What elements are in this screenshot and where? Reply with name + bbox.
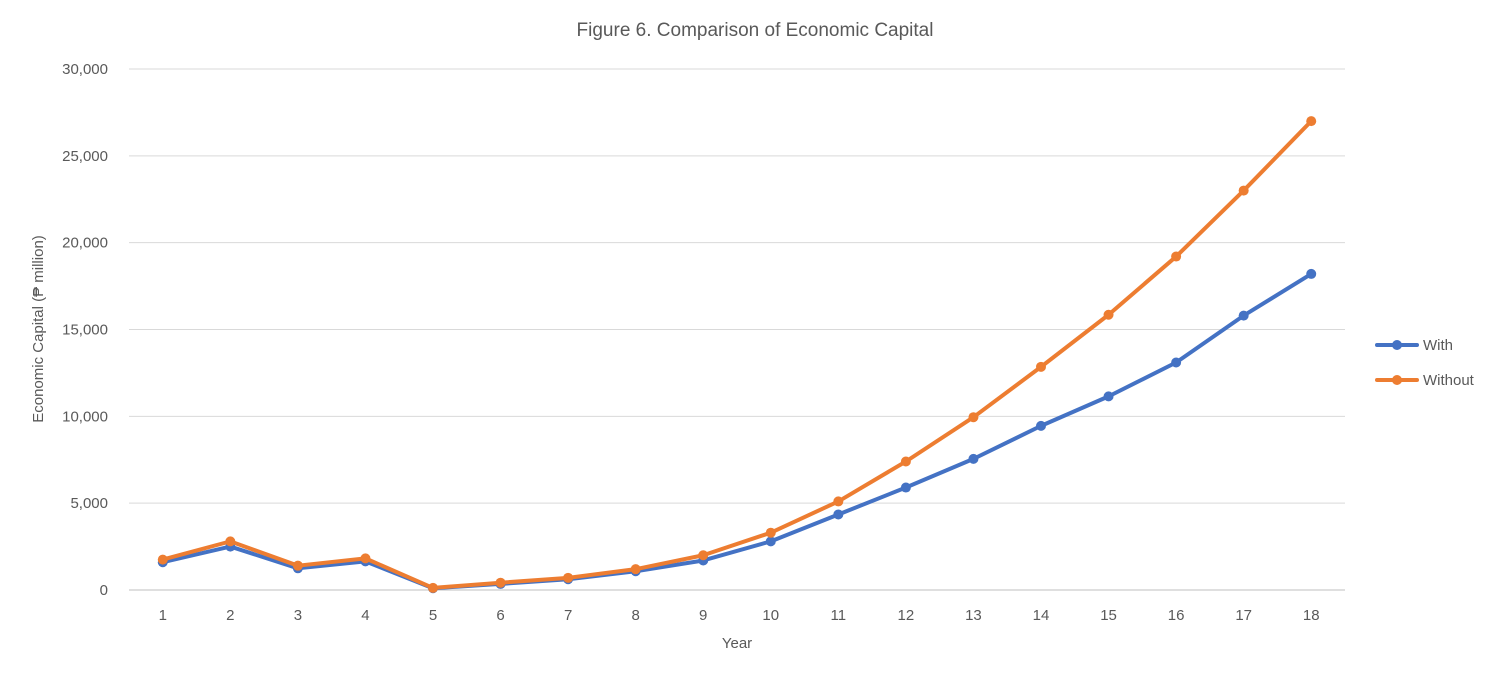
x-tick-label: 18 [1303, 607, 1320, 624]
x-tick-label: 2 [226, 607, 234, 624]
data-point-without [833, 496, 844, 507]
data-point-without [360, 553, 371, 564]
legend: With Without [1375, 337, 1475, 389]
x-tick-label: 6 [496, 607, 504, 624]
y-tick-label: 5,000 [70, 495, 108, 512]
x-tick-label: 17 [1235, 607, 1252, 624]
data-point-without [1103, 309, 1114, 320]
data-point-without [428, 582, 438, 593]
data-point-without [1306, 116, 1317, 127]
x-tick-label: 10 [762, 607, 779, 624]
x-tick-label: 15 [1100, 607, 1117, 624]
y-axis-title: Economic Capital (₱ million) [30, 235, 47, 423]
x-tick-label: 9 [699, 607, 707, 624]
data-point-with [1238, 310, 1249, 321]
legend-swatch-marker [1392, 375, 1402, 385]
data-point-with [1103, 391, 1114, 402]
x-tick-label: 4 [361, 607, 369, 624]
x-tick-label: 5 [429, 607, 437, 624]
gridlines [129, 68, 1345, 591]
y-axis-tick-labels: 0 5,000 10,000 15,000 20,000 25,000 30,000 [62, 61, 108, 599]
x-tick-label: 7 [564, 607, 572, 624]
data-point-with [1306, 268, 1317, 279]
data-point-without [1036, 361, 1046, 372]
data-point-without [698, 550, 709, 561]
y-tick-label: 0 [100, 582, 108, 599]
y-tick-label: 25,000 [62, 148, 108, 165]
data-point-with [968, 453, 979, 464]
data-point-without [1171, 251, 1182, 262]
data-point-with [833, 509, 844, 520]
data-point-without [630, 564, 641, 575]
data-point-with [1036, 420, 1046, 431]
series-without [157, 116, 1317, 593]
data-point-without [157, 554, 168, 565]
data-point-without [225, 536, 236, 547]
x-tick-label: 3 [294, 607, 302, 624]
data-point-without [495, 577, 506, 588]
x-axis-tick-labels: 1 2 3 4 5 6 7 8 9 10 11 12 13 14 15 16 17 18 [159, 607, 1320, 624]
data-point-without [765, 527, 776, 538]
data-point-without [1238, 185, 1249, 196]
series-line-without [160, 119, 1314, 590]
legend-item-without: Without [1375, 372, 1475, 389]
legend-item-with: With [1375, 337, 1453, 354]
x-axis-title: Year [722, 635, 752, 652]
y-tick-label: 20,000 [62, 235, 108, 252]
data-point-without [968, 412, 979, 423]
y-tick-label: 15,000 [62, 322, 108, 339]
x-tick-label: 1 [159, 607, 167, 624]
data-point-without [563, 572, 574, 583]
series-line-with [160, 271, 1314, 591]
x-tick-label: 11 [831, 607, 847, 624]
legend-label: Without [1423, 372, 1475, 389]
y-tick-label: 30,000 [62, 61, 108, 78]
y-tick-label: 10,000 [62, 408, 108, 425]
data-point-with [765, 536, 776, 547]
x-tick-label: 12 [898, 607, 915, 624]
data-point-without [292, 560, 303, 571]
data-point-without [900, 456, 911, 467]
data-point-with [900, 482, 911, 493]
data-point-with [1171, 357, 1182, 368]
series-group [157, 116, 1317, 594]
legend-label: With [1423, 337, 1453, 354]
x-tick-label: 8 [631, 607, 639, 624]
legend-swatch-marker [1392, 340, 1402, 350]
chart-title: Figure 6. Comparison of Economic Capital [577, 20, 934, 41]
x-tick-label: 14 [1033, 607, 1050, 624]
x-tick-label: 13 [965, 607, 982, 624]
x-tick-label: 16 [1168, 607, 1185, 624]
